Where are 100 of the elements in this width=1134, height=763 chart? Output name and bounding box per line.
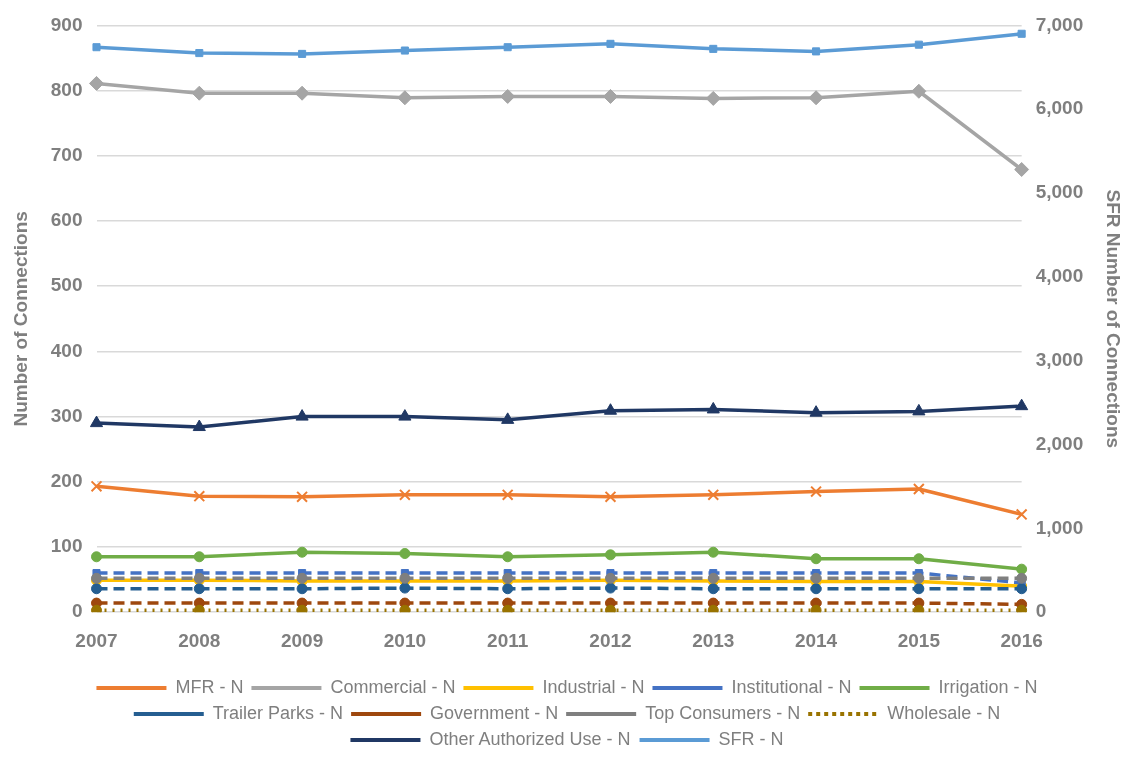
point: [193, 490, 206, 503]
y-tick-label: 100: [50, 535, 83, 557]
point: [91, 583, 102, 595]
point: [912, 403, 926, 416]
point: [89, 75, 104, 91]
point: [1015, 398, 1029, 411]
x-tick-label: 2008: [178, 629, 221, 651]
y2-tick-label: 6,000: [1035, 97, 1084, 119]
point: [810, 572, 822, 584]
y2-tick-label: 4,000: [1035, 265, 1084, 287]
point: [397, 90, 413, 106]
point: [399, 604, 411, 613]
x-tick-label: 2015: [897, 629, 941, 651]
x-tick-label: 2013: [692, 629, 735, 651]
legend-label: Top Consumers - N: [645, 702, 801, 723]
point: [91, 604, 102, 613]
y2-axis-title: SFR Number of Connections: [1103, 189, 1125, 449]
point: [501, 412, 515, 424]
y-axis-title: Number of Connections: [9, 211, 31, 427]
y2-tick-label: 7,000: [1035, 13, 1084, 35]
y-tick-label: 200: [50, 470, 83, 492]
point: [398, 488, 411, 501]
point: [810, 583, 822, 595]
point: [911, 83, 927, 99]
point: [1015, 508, 1028, 521]
point: [604, 604, 616, 613]
legend-label: Trailer Parks - N: [212, 702, 344, 723]
x-tick-label: 2009: [280, 629, 324, 651]
legend-label: Institutional - N: [731, 676, 852, 697]
point: [1016, 563, 1028, 575]
point: [296, 546, 308, 558]
point: [912, 483, 925, 495]
point: [296, 604, 308, 613]
point: [89, 415, 104, 428]
point: [810, 553, 822, 565]
point: [500, 88, 516, 104]
x-tick-label: 2007: [75, 629, 118, 651]
point: [501, 488, 514, 501]
point: [294, 85, 310, 101]
point: [707, 583, 719, 595]
y-tick-label: 400: [50, 339, 83, 361]
point: [398, 409, 412, 421]
point: [90, 480, 103, 493]
point: [913, 553, 925, 565]
point: [706, 401, 720, 414]
point: [192, 419, 206, 432]
x-tick-label: 2016: [1000, 629, 1043, 651]
x-tick-label: 2014: [794, 629, 838, 651]
y-tick-label: 800: [50, 78, 83, 100]
y-tick-label: 600: [50, 209, 83, 231]
legend-label: Government - N: [430, 702, 559, 723]
legend-label: MFR - N: [175, 676, 244, 697]
y2-tick-label: 0: [1035, 600, 1047, 622]
point: [193, 583, 205, 595]
y-tick-label: 500: [50, 274, 83, 296]
y-tick-label: 0: [71, 600, 83, 622]
point: [399, 582, 411, 594]
point: [502, 583, 514, 595]
point: [502, 604, 514, 613]
point: [193, 551, 205, 563]
y2-tick-label: 3,000: [1035, 348, 1084, 370]
point: [1016, 572, 1028, 584]
legend-label: Irrigation - N: [938, 676, 1038, 697]
point: [707, 488, 720, 501]
legend-label: Commercial - N: [330, 676, 456, 697]
point: [399, 548, 411, 560]
y-tick-label: 700: [50, 144, 83, 166]
point: [604, 490, 617, 503]
point: [913, 572, 925, 584]
point: [603, 403, 618, 415]
point: [1014, 161, 1030, 177]
point: [296, 583, 308, 595]
y-tick-label: 300: [50, 404, 83, 426]
y2-tick-label: 1,000: [1035, 516, 1084, 538]
point: [295, 409, 309, 421]
point: [604, 549, 616, 561]
point: [604, 582, 616, 594]
x-tick-label: 2011: [487, 629, 529, 651]
point: [193, 604, 205, 613]
x-tick-label: 2010: [383, 629, 427, 651]
legend-label: SFR - N: [718, 728, 784, 749]
legend-label: Industrial - N: [542, 676, 645, 697]
point: [191, 85, 207, 101]
point: [502, 551, 514, 563]
x-tick-label: 2012: [589, 629, 632, 651]
point: [808, 90, 824, 106]
point: [810, 485, 823, 498]
point: [913, 583, 925, 595]
point: [91, 551, 102, 563]
y2-tick-label: 5,000: [1035, 181, 1084, 203]
point: [1016, 604, 1028, 613]
point: [296, 490, 309, 503]
point: [810, 604, 822, 613]
point: [707, 604, 719, 613]
y2-tick-label: 2,000: [1035, 432, 1084, 454]
point: [707, 546, 719, 558]
point: [809, 405, 823, 417]
point: [705, 90, 721, 106]
point: [913, 604, 925, 613]
legend-label: Other Authorized Use - N: [429, 728, 631, 749]
